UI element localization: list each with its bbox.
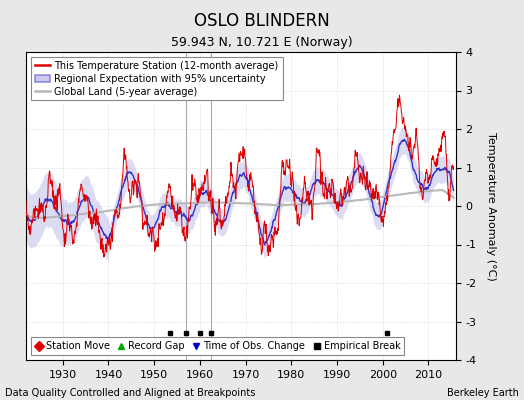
Text: OSLO BLINDERN: OSLO BLINDERN <box>194 12 330 30</box>
Y-axis label: Temperature Anomaly (°C): Temperature Anomaly (°C) <box>486 132 496 280</box>
Text: 59.943 N, 10.721 E (Norway): 59.943 N, 10.721 E (Norway) <box>171 36 353 49</box>
Legend: Station Move, Record Gap, Time of Obs. Change, Empirical Break: Station Move, Record Gap, Time of Obs. C… <box>31 337 404 355</box>
Text: Berkeley Earth: Berkeley Earth <box>447 388 519 398</box>
Text: Data Quality Controlled and Aligned at Breakpoints: Data Quality Controlled and Aligned at B… <box>5 388 256 398</box>
